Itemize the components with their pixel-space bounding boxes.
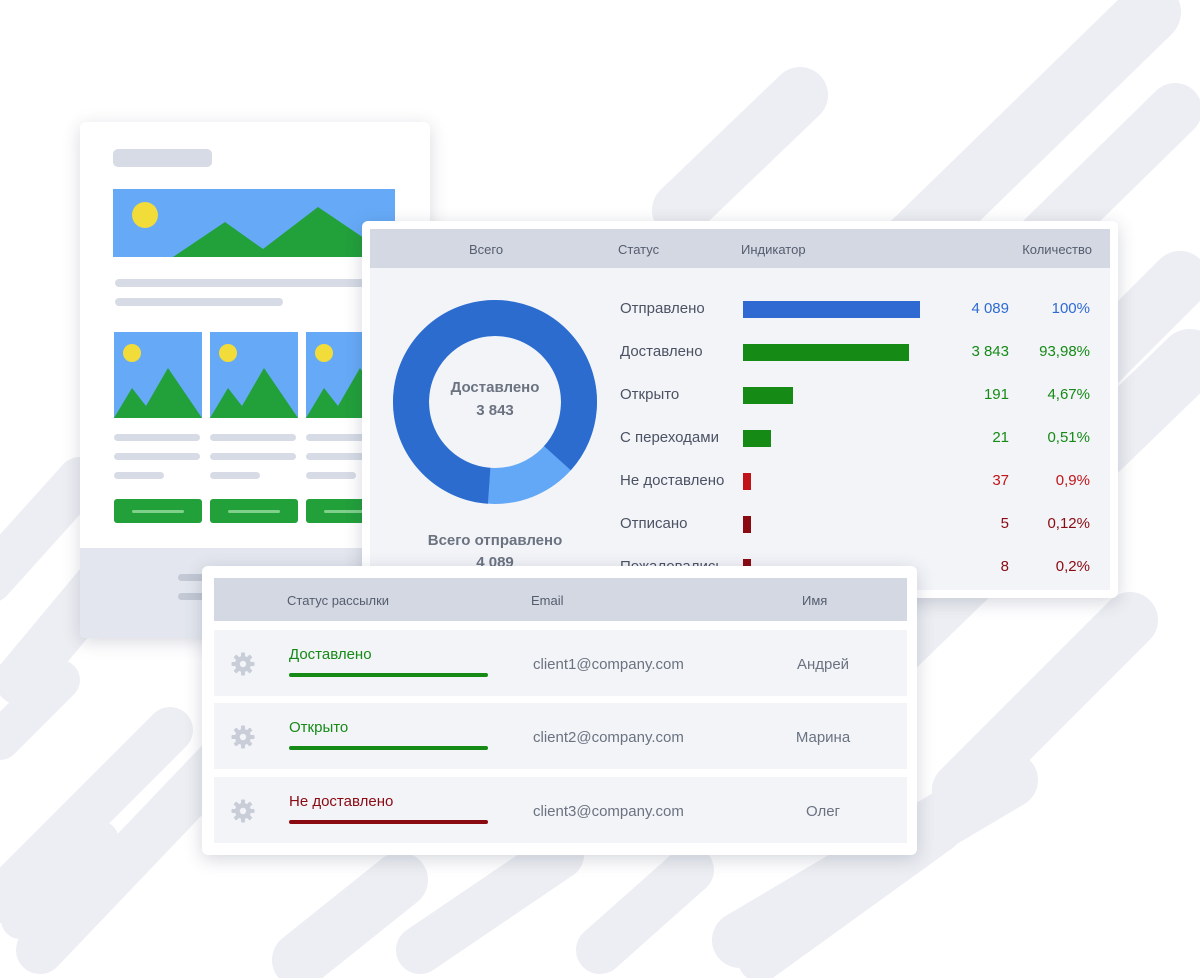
header-status: Статус (618, 242, 660, 257)
stats-row-percent: 0,2% (1055, 558, 1090, 575)
recipient-email: client1@company.com (533, 656, 684, 673)
template-cta-button (114, 499, 202, 523)
stats-row-status: Отписано (620, 515, 688, 532)
template-hero-image (113, 189, 395, 257)
recipient-row[interactable]: Доставлено client1@company.com Андрей (214, 630, 907, 696)
gear-icon[interactable] (231, 725, 255, 749)
template-text-line (115, 298, 283, 306)
stats-row-count: 191 (983, 386, 1009, 403)
recipient-status-indicator (289, 746, 488, 750)
gear-icon[interactable] (231, 799, 255, 823)
stats-row: Не доставлено 37 0,9% (370, 466, 1110, 496)
stats-row-indicator-bar (743, 473, 751, 490)
donut-center-label: Доставлено (450, 379, 540, 396)
header-total: Всего (469, 242, 504, 257)
stats-row: Открыто 191 4,67% (370, 380, 1110, 410)
donut-center-value: 3 843 (476, 402, 514, 419)
recipients-table: Статус рассылки Email Имя Доставлено clie… (202, 566, 917, 855)
template-cta-button (210, 499, 298, 523)
stats-row-count: 21 (992, 429, 1009, 446)
stats-row-indicator-bar (743, 301, 920, 318)
template-text-line (210, 472, 260, 479)
stats-row: Отписано 5 0,12% (370, 509, 1110, 539)
stats-row-percent: 0,51% (1047, 429, 1090, 446)
header-name: Имя (802, 593, 828, 608)
stats-row: С переходами 21 0,51% (370, 423, 1110, 453)
template-thumbnail-image (210, 332, 298, 418)
stats-row-status: Отправлено (620, 300, 705, 317)
template-text-line (114, 472, 164, 479)
stats-row-count: 37 (992, 472, 1009, 489)
recipient-status-indicator (289, 673, 488, 677)
recipient-email: client2@company.com (533, 729, 684, 746)
template-text-line (306, 434, 392, 441)
stats-row: Доставлено 3 843 93,98% (370, 337, 1110, 367)
stats-row-percent: 100% (1051, 300, 1090, 317)
stats-row-status: Доставлено (620, 343, 703, 360)
recipients-table-header: Статус рассылки Email Имя (214, 578, 907, 621)
template-text-line (306, 453, 392, 460)
template-text-line (114, 434, 200, 441)
recipient-name: Марина (795, 729, 851, 746)
stats-row-indicator-bar (743, 516, 751, 533)
stats-row-indicator-bar (743, 387, 793, 404)
recipient-name: Олег (805, 803, 841, 820)
header-email: Email (531, 593, 564, 608)
template-thumbnail-image (114, 332, 202, 418)
stats-row-status: С переходами (620, 429, 719, 446)
recipient-status: Доставлено (289, 646, 372, 663)
template-title-placeholder (113, 149, 212, 167)
stats-row-percent: 0,9% (1055, 472, 1090, 489)
template-text-line (210, 434, 296, 441)
header-indicator: Индикатор (741, 242, 806, 257)
delivery-stats-panel: Всего Статус Индикатор Количество Достав… (362, 221, 1118, 598)
recipient-row[interactable]: Открыто client2@company.com Марина (214, 703, 907, 769)
total-sent-label: Всего отправлено (427, 532, 563, 549)
recipient-status: Не доставлено (289, 793, 394, 810)
stats-row-percent: 4,67% (1047, 386, 1090, 403)
header-mailing-status: Статус рассылки (287, 593, 390, 608)
donut-segment-delivered (393, 300, 597, 504)
stats-row-count: 5 (1000, 515, 1009, 532)
stats-row-percent: 0,12% (1047, 515, 1090, 532)
stats-row: Отправлено 4 089 100% (370, 294, 1110, 324)
stats-table-header: Всего Статус Индикатор Количество (370, 229, 1110, 268)
recipient-status: Открыто (289, 719, 349, 736)
header-quantity: Количество (1022, 242, 1092, 257)
stats-row-count: 3 843 (971, 343, 1009, 360)
stats-row-count: 4 089 (971, 300, 1009, 317)
stats-row-indicator-bar (743, 344, 909, 361)
template-text-line (114, 453, 200, 460)
template-text-line (306, 472, 356, 479)
template-text-line (210, 453, 296, 460)
template-text-line (115, 279, 385, 287)
stats-row-count: 8 (1000, 558, 1009, 575)
stats-row-indicator-bar (743, 430, 771, 447)
recipient-name: Андрей (796, 656, 850, 673)
gear-icon[interactable] (231, 652, 255, 676)
recipient-status-indicator (289, 820, 488, 824)
stats-row-status: Не доставлено (620, 472, 725, 489)
recipient-email: client3@company.com (533, 803, 684, 820)
recipient-row[interactable]: Не доставлено client3@company.com Олег (214, 777, 907, 843)
delivered-donut-chart (393, 300, 597, 504)
stats-row-status: Открыто (620, 386, 680, 403)
stats-row-percent: 93,98% (1039, 343, 1090, 360)
